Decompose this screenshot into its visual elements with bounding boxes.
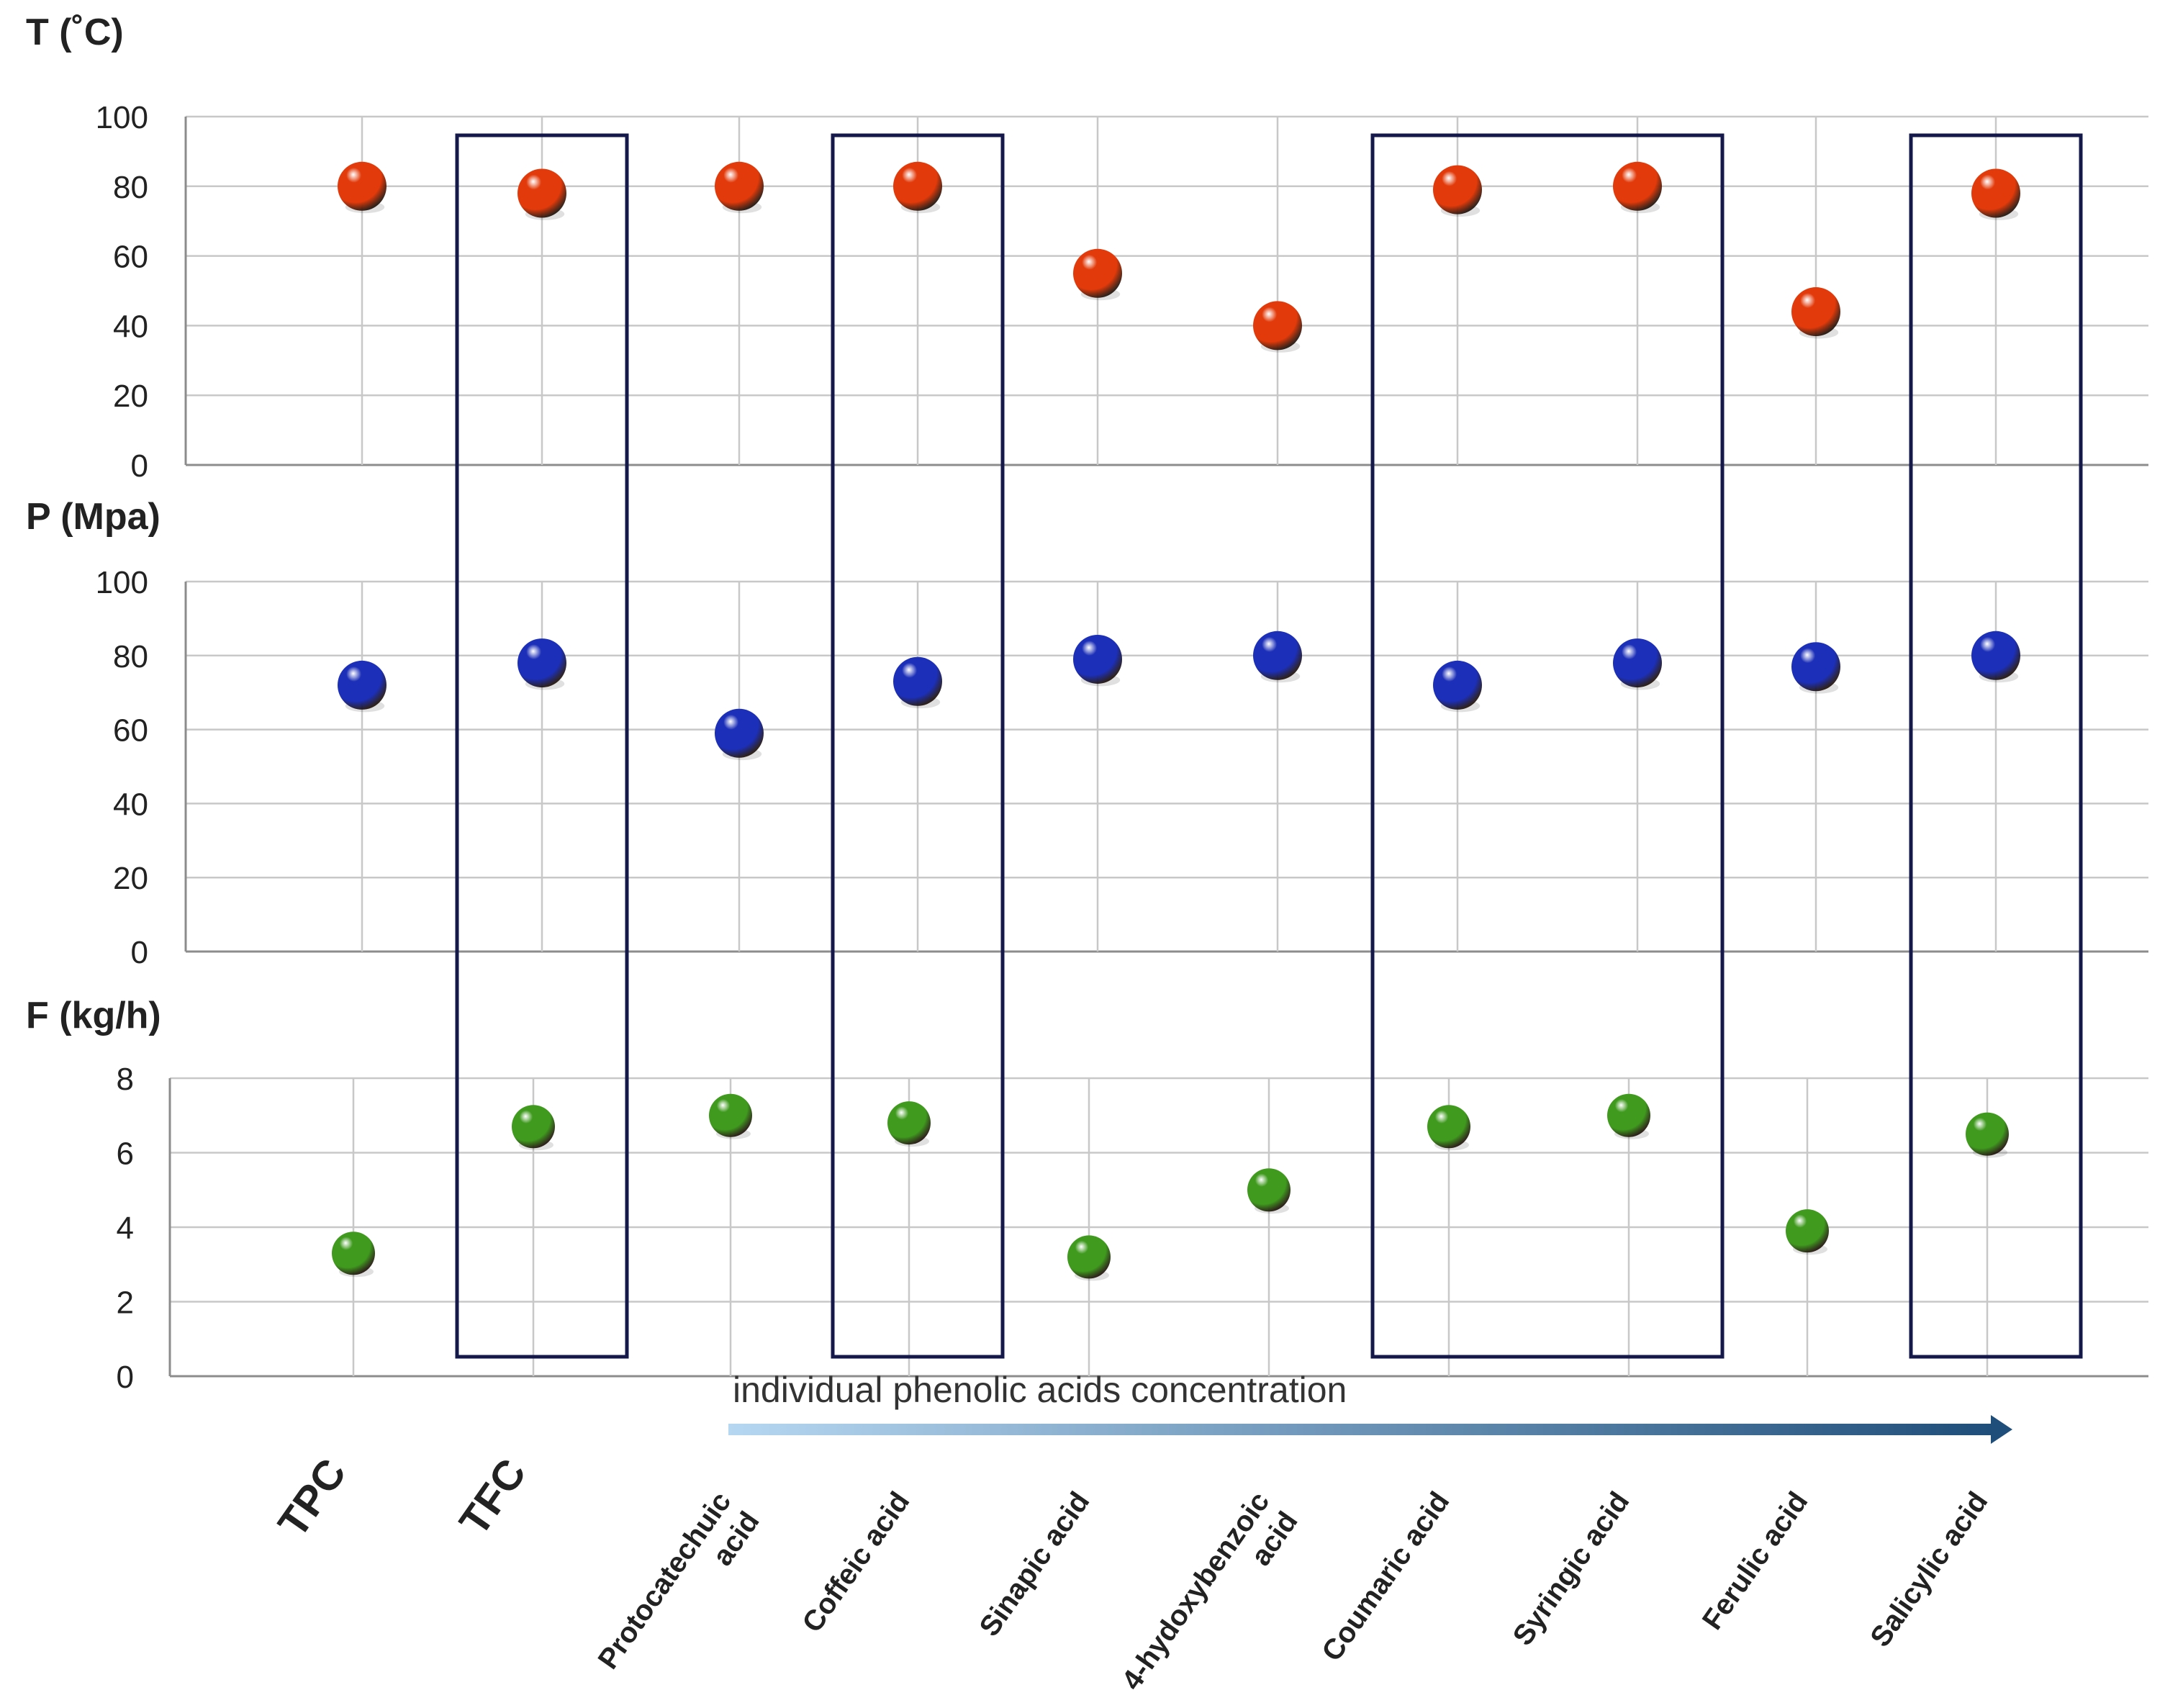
data-point-flow <box>1067 1235 1111 1279</box>
x-category-label: TPC <box>269 1450 356 1545</box>
panel-ylabel: T (˚C) <box>26 12 124 53</box>
x-category-label-line: Ferulic acid <box>1696 1486 1814 1635</box>
data-point-pressure <box>1613 638 1662 688</box>
data-point-temperature <box>1791 287 1840 337</box>
data-point-flow <box>1966 1112 2009 1156</box>
y-tick-label: 80 <box>113 170 148 205</box>
x-category-label: Syringic acid <box>1507 1486 1636 1651</box>
data-point-flow <box>1607 1093 1650 1137</box>
data-point-pressure <box>715 708 764 758</box>
data-point-pressure <box>517 638 566 688</box>
y-tick-label: 4 <box>117 1211 134 1246</box>
concentration-arrow-shaft <box>728 1424 1992 1435</box>
y-tick-label: 100 <box>96 100 148 135</box>
y-tick-label: 0 <box>131 935 148 970</box>
data-point-pressure <box>1433 660 1482 710</box>
x-category-label: Sinapic acid <box>973 1486 1095 1642</box>
y-tick-label: 0 <box>117 1360 134 1395</box>
data-point-flow <box>709 1093 752 1137</box>
x-category-label-line: TFC <box>451 1450 535 1544</box>
y-tick-label: 20 <box>113 379 148 414</box>
data-point-flow <box>512 1105 555 1149</box>
x-category-label-line: Coffeic acid <box>796 1486 916 1638</box>
concentration-arrow-head <box>1991 1415 2012 1444</box>
x-category-label-line: TPC <box>269 1450 356 1545</box>
panel-3: 0 2 4 6 8 F (kg/h) <box>26 995 2148 1395</box>
x-category-label-line: Sinapic acid <box>973 1486 1095 1642</box>
data-point-flow <box>887 1101 931 1145</box>
highlight-box <box>1909 133 2083 1359</box>
concentration-annotation: individual phenolic acids concentration <box>728 1370 2012 1444</box>
x-category-label-line: Salicylic acid <box>1864 1486 1994 1653</box>
data-points <box>332 161 2020 1281</box>
data-point-temperature <box>1073 248 1122 298</box>
data-point-pressure <box>338 660 387 710</box>
x-category-label: Coffeic acid <box>796 1486 916 1638</box>
data-point-pressure <box>1791 642 1840 692</box>
highlight-box <box>831 133 1005 1359</box>
x-category-label: 4-hydoxybenzoicacid <box>1116 1486 1303 1708</box>
data-point-temperature <box>893 161 942 211</box>
y-tick-label: 8 <box>117 1062 134 1097</box>
y-tick-label: 40 <box>113 787 148 822</box>
data-point-temperature <box>1253 301 1302 351</box>
y-tick-label: 6 <box>117 1137 134 1172</box>
y-tick-label: 100 <box>96 565 148 600</box>
data-point-pressure <box>1971 631 2020 680</box>
chart-panels: 0 20 40 60 80 100 T (˚C) 0 20 40 60 80 100 P (Mpa) 0 2 4… <box>26 12 2148 1395</box>
data-point-temperature <box>517 168 566 218</box>
data-point-pressure <box>1073 634 1122 684</box>
data-point-temperature <box>1971 168 2020 218</box>
data-point-pressure <box>893 656 942 706</box>
y-tick-label: 60 <box>113 713 148 749</box>
x-category-label-line: Coumaric acid <box>1316 1486 1455 1667</box>
panel-ylabel: F (kg/h) <box>26 995 161 1036</box>
annotation-text: individual phenolic acids concentration <box>733 1370 1347 1410</box>
data-point-flow <box>1247 1168 1291 1212</box>
y-tick-label: 0 <box>131 448 148 484</box>
x-category-label: Ferulic acid <box>1696 1486 1814 1635</box>
panel-2: 0 20 40 60 80 100 P (Mpa) <box>26 496 2148 970</box>
highlight-box <box>455 133 629 1359</box>
data-point-flow <box>1786 1209 1829 1253</box>
x-category-label: Salicylic acid <box>1864 1486 1994 1653</box>
data-point-temperature <box>1433 165 1482 214</box>
highlight-boxes <box>455 133 2083 1359</box>
panel-ylabel: P (Mpa) <box>26 496 161 538</box>
x-category-label-line: Syringic acid <box>1507 1486 1636 1651</box>
data-point-temperature <box>338 161 387 211</box>
x-category-label-line: 4-hydoxybenzoic <box>1116 1486 1275 1696</box>
x-category-label: Protocatechuicacid <box>592 1486 766 1694</box>
data-point-flow <box>332 1232 375 1275</box>
data-point-flow <box>1427 1105 1470 1149</box>
x-category-label: Coumaric acid <box>1316 1486 1455 1667</box>
x-category-label: TFC <box>451 1450 535 1544</box>
highlight-box <box>1370 133 1725 1359</box>
y-tick-label: 80 <box>113 639 148 674</box>
y-tick-label: 20 <box>113 861 148 896</box>
y-tick-label: 40 <box>113 309 148 344</box>
data-point-temperature <box>1613 161 1662 211</box>
y-tick-label: 2 <box>117 1285 134 1321</box>
panel-1: 0 20 40 60 80 100 T (˚C) <box>26 12 2148 484</box>
x-category-label-line: Protocatechuic <box>592 1486 738 1675</box>
category-labels: TPC TFC Protocatechuicacid Coffeic acid Sina… <box>269 1450 1994 1708</box>
data-point-pressure <box>1253 631 1302 680</box>
y-tick-label: 60 <box>113 240 148 275</box>
data-point-temperature <box>715 161 764 211</box>
